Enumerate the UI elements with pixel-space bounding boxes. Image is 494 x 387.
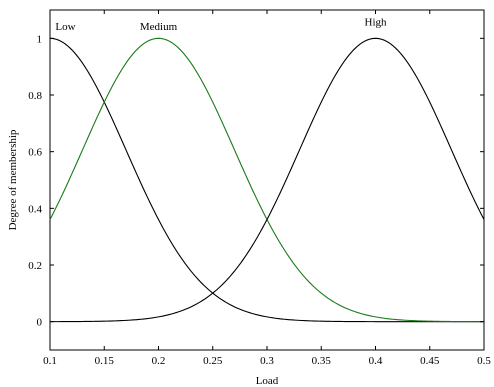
x-tick-label: 0.1	[43, 355, 57, 367]
y-tick-label: 0	[37, 317, 43, 329]
series-layer	[49, 37, 485, 323]
x-tick-label: 0.35	[312, 355, 332, 367]
y-tick-label: 0.8	[28, 90, 42, 102]
y-tick-label: 0.6	[28, 147, 42, 159]
plot-area-frame	[49, 9, 485, 351]
series-label-medium: Medium	[140, 21, 178, 33]
x-tick-label: 0.2	[152, 355, 166, 367]
x-tick-label: 0.3	[260, 355, 274, 367]
x-tick-label: 0.4	[369, 355, 383, 367]
x-tick-label: 0.5	[477, 355, 491, 367]
x-tick-label: 0.25	[203, 355, 223, 367]
series-label-low: Low	[55, 21, 75, 33]
x-tick-label: 0.15	[95, 355, 115, 367]
series-line-low	[49, 37, 484, 323]
y-tick-label: 0.2	[28, 260, 42, 272]
series-label-high: High	[365, 17, 388, 29]
x-axis-label: Load	[256, 375, 279, 387]
y-axis-label: Degree of membership	[7, 129, 19, 230]
series-line-high	[49, 37, 485, 323]
series-labels: Low Medium High	[55, 17, 387, 33]
y-tick-label: 0.4	[28, 203, 42, 215]
y-tick-label: 1	[37, 33, 43, 45]
axis-ticks: 0.1 0.15 0.2 0.25 0.3 0.35 0.4 0.45 0.5 0 0.2 0.4 0.…	[28, 10, 491, 367]
x-tick-label: 0.45	[420, 355, 440, 367]
